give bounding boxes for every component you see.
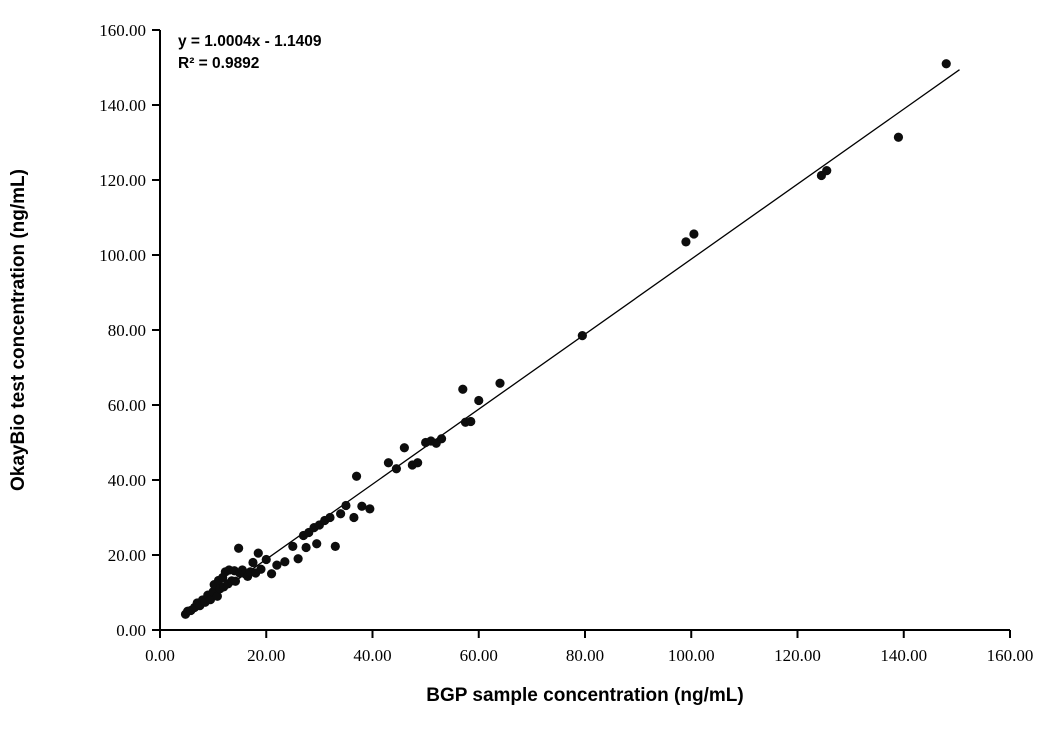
scatter-point <box>681 237 691 247</box>
y-tick-label: 160.00 <box>99 21 146 40</box>
axes: 0.00 20.00 40.00 60.00 80.00 100.00 120.00 140.… <box>99 21 1033 665</box>
scatter-point <box>301 542 311 553</box>
x-tick-label: 100.00 <box>668 646 715 665</box>
x-tick-label: 80.00 <box>566 646 604 665</box>
data-points <box>180 59 951 619</box>
y-tick-label: 20.00 <box>108 546 146 565</box>
y-tick-label: 80.00 <box>108 321 146 340</box>
scatter-point <box>266 569 277 579</box>
scatter-point <box>822 166 832 176</box>
scatter-point <box>391 464 402 474</box>
scatter-point <box>349 512 359 523</box>
scatter-point <box>272 560 282 570</box>
scatter-point <box>288 541 298 551</box>
scatter-point <box>474 395 484 406</box>
scatter-point <box>466 416 476 427</box>
scatter-point <box>495 378 505 388</box>
scatter-point <box>205 595 216 605</box>
scatter-point <box>436 434 447 444</box>
scatter-point <box>458 384 468 394</box>
scatter-point <box>941 59 951 69</box>
scatter-point <box>330 541 340 551</box>
scatter-point <box>253 548 263 558</box>
y-tick-label: 140.00 <box>99 96 146 115</box>
x-tick-label: 60.00 <box>460 646 498 665</box>
scatter-point <box>248 557 258 568</box>
scatter-point <box>293 554 303 564</box>
scatter-point <box>312 539 322 549</box>
y-tick-label: 100.00 <box>99 246 146 265</box>
equation-label: y = 1.0004x - 1.1409 <box>178 33 322 50</box>
x-tick-label: 40.00 <box>353 646 391 665</box>
scatter-point <box>351 471 362 481</box>
y-tick-label: 60.00 <box>108 396 146 415</box>
y-tick-label: 40.00 <box>108 471 146 490</box>
y-axis-title: OkayBio test concentration (ng/mL) <box>8 169 29 491</box>
scatter-point <box>341 500 351 511</box>
scatter-point <box>383 458 394 468</box>
scatter-point <box>256 564 266 574</box>
scatter-point <box>577 331 587 341</box>
scatter-point <box>280 557 290 567</box>
scatter-point <box>325 512 335 523</box>
scatter-point <box>413 458 423 468</box>
scatter-point <box>234 543 244 553</box>
scatter-point <box>357 501 367 511</box>
x-axis-title: BGP sample concentration (ng/mL) <box>426 685 743 706</box>
x-tick-label: 140.00 <box>880 646 927 665</box>
x-tick-label: 20.00 <box>247 646 285 665</box>
y-tick-label: 120.00 <box>99 171 146 190</box>
y-tick-label: 0.00 <box>116 621 146 640</box>
scatter-point <box>230 576 241 586</box>
scatter-point <box>689 229 699 239</box>
scatter-point <box>365 504 375 514</box>
r-squared-label: R² = 0.9892 <box>178 55 259 72</box>
scatter-point <box>399 443 409 453</box>
scatter-point <box>261 554 271 565</box>
scatter-point <box>212 591 222 601</box>
x-tick-label: 120.00 <box>774 646 821 665</box>
x-tick-label: 160.00 <box>987 646 1034 665</box>
scatter-point <box>336 509 346 519</box>
scatter-point <box>893 132 904 142</box>
x-tick-label: 0.00 <box>145 646 175 665</box>
